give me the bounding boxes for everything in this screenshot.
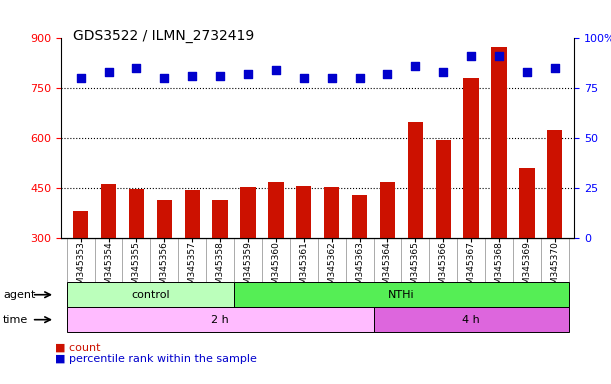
Bar (268, 182, 284, 338)
Bar (240, 187, 255, 338)
Bar (296, 187, 312, 338)
Text: ■ count: ■ count (55, 343, 100, 353)
Bar (436, 140, 451, 338)
Text: GSM345363: GSM345363 (355, 242, 364, 296)
Bar (464, 78, 479, 338)
Bar (491, 47, 507, 338)
Point (438, 69, 448, 75)
Bar (324, 187, 339, 338)
Text: GSM345353: GSM345353 (76, 242, 85, 296)
Bar (380, 182, 395, 338)
Bar (185, 190, 200, 338)
Point (466, 53, 476, 60)
Point (271, 67, 281, 73)
Text: GSM345364: GSM345364 (383, 242, 392, 296)
Bar (101, 184, 116, 338)
Bar (547, 130, 563, 338)
Bar (156, 200, 172, 338)
Point (411, 63, 420, 70)
Point (327, 75, 337, 81)
Point (354, 75, 364, 81)
Bar (73, 212, 89, 338)
Text: GSM345358: GSM345358 (216, 242, 225, 296)
Text: control: control (131, 290, 170, 300)
Point (188, 73, 197, 79)
Bar (352, 195, 367, 338)
Point (215, 73, 225, 79)
Text: GSM345370: GSM345370 (551, 242, 559, 296)
Point (522, 69, 532, 75)
Point (76, 75, 86, 81)
Text: GSM345368: GSM345368 (494, 242, 503, 296)
Point (494, 53, 504, 60)
Text: GSM345354: GSM345354 (104, 242, 113, 296)
Bar (519, 168, 535, 338)
Text: GSM345357: GSM345357 (188, 242, 197, 296)
Text: 2 h: 2 h (211, 314, 229, 325)
Point (243, 71, 253, 78)
Text: ■ percentile rank within the sample: ■ percentile rank within the sample (55, 354, 257, 364)
Text: GSM345362: GSM345362 (327, 242, 336, 296)
Text: GSM345369: GSM345369 (522, 242, 532, 296)
Text: GSM345361: GSM345361 (299, 242, 309, 296)
Bar (213, 200, 228, 338)
Text: GDS3522 / ILMN_2732419: GDS3522 / ILMN_2732419 (73, 29, 255, 43)
Point (299, 75, 309, 81)
Bar (129, 189, 144, 338)
Text: GSM345366: GSM345366 (439, 242, 448, 296)
Point (550, 65, 560, 71)
Text: agent: agent (3, 290, 35, 300)
Text: GSM345356: GSM345356 (160, 242, 169, 296)
Text: GSM345355: GSM345355 (132, 242, 141, 296)
Point (104, 69, 114, 75)
Text: GSM345367: GSM345367 (467, 242, 475, 296)
Point (131, 65, 141, 71)
Text: GSM345360: GSM345360 (271, 242, 280, 296)
Point (382, 71, 392, 78)
Point (159, 75, 169, 81)
Bar (408, 122, 423, 338)
Text: GSM345365: GSM345365 (411, 242, 420, 296)
Text: time: time (3, 314, 28, 325)
Text: 4 h: 4 h (463, 314, 480, 325)
Text: GSM345359: GSM345359 (244, 242, 252, 296)
Text: NTHi: NTHi (388, 290, 415, 300)
